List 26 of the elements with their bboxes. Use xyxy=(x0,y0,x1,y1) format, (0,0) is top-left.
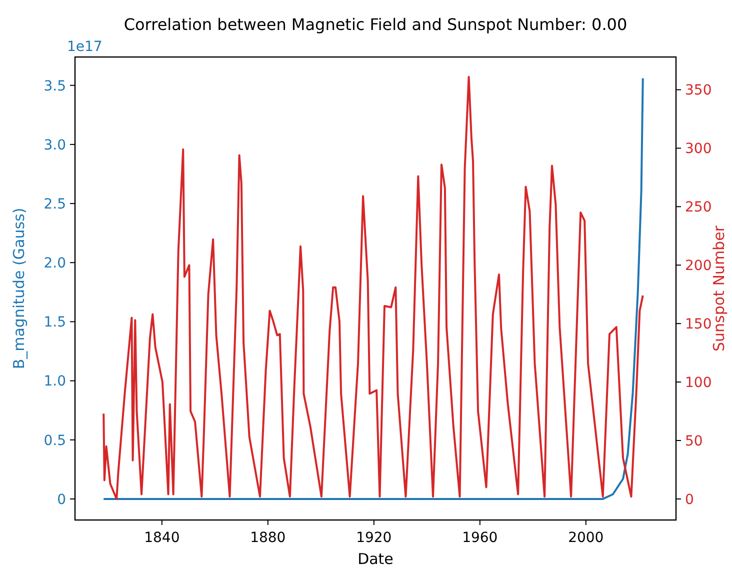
y2-tick-label: 250 xyxy=(685,200,712,216)
x-tick-label: 1880 xyxy=(250,530,286,546)
y2-tick-label: 100 xyxy=(685,374,712,391)
y2-tick-label: 0 xyxy=(685,492,694,508)
text: 1e17 xyxy=(67,39,102,55)
x-tick-label: 1840 xyxy=(144,530,180,546)
y-tick-label: 1.0 xyxy=(44,374,66,390)
y2-axis-title: Sunspot Number xyxy=(710,224,728,352)
y-tick-label: 0.5 xyxy=(44,432,66,449)
y2-tick-label: 350 xyxy=(685,82,712,99)
x-axis-title: Date xyxy=(358,550,394,568)
x-tick-label: 2000 xyxy=(568,530,604,546)
y-tick-label: 3.5 xyxy=(44,78,66,94)
x-tick-label: 1960 xyxy=(462,530,498,546)
y2-tick-label: 200 xyxy=(685,258,712,274)
y-axis-title: B_magnitude (Gauss) xyxy=(10,208,28,370)
chart-title: Correlation between Magnetic Field and Sunspot Number: 0.00 xyxy=(124,15,628,34)
y-tick-label: 2.5 xyxy=(44,196,66,212)
y2-tick-label: 300 xyxy=(685,141,712,158)
y-tick-label: 0 xyxy=(57,492,66,508)
y2-tick-label: 50 xyxy=(685,433,703,450)
y-tick-label: 3.0 xyxy=(44,137,66,154)
y2-tick-label: 150 xyxy=(685,316,712,332)
x-tick-label: 1920 xyxy=(356,530,392,546)
y-tick-label: 2.0 xyxy=(44,256,66,272)
y-tick-label: 1.5 xyxy=(44,314,66,331)
